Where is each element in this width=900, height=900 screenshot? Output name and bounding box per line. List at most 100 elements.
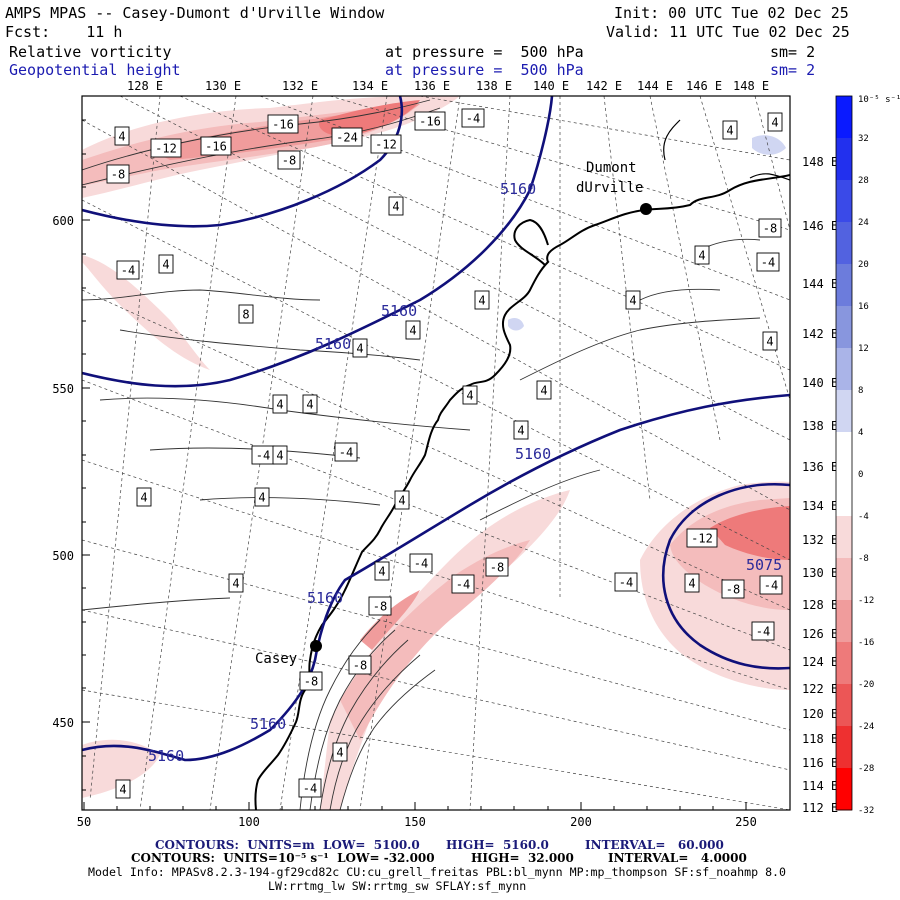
vorticity-label-text: -4 xyxy=(414,557,428,571)
x-label-200: 200 xyxy=(570,815,592,829)
vorticity-contour-label: 4 xyxy=(272,445,288,465)
vorticity-contour-label: 4 xyxy=(254,487,270,507)
geopotential-contours xyxy=(82,96,790,762)
colorbar-level-label: 20 xyxy=(858,260,869,270)
colorbar-swatch xyxy=(836,180,852,223)
lon-right-116e: 116 E xyxy=(802,756,838,770)
vorticity-label-text: -8 xyxy=(282,154,296,168)
vorticity-contour-label: 4 xyxy=(767,112,783,132)
vorticity-label-text: 4 xyxy=(140,491,147,505)
colorbar-unit: 10⁻⁵ s⁻¹ xyxy=(858,95,900,105)
colorbar-swatch xyxy=(836,642,852,685)
colorbar-swatch xyxy=(836,222,852,265)
vorticity-label-text: 4 xyxy=(356,342,363,356)
footer-vort-contours-c: INTERVAL= 4.0000 xyxy=(608,851,747,865)
vorticity-contour-label: 4 xyxy=(762,331,778,351)
vorticity-label-text: -16 xyxy=(419,115,441,129)
height-labels: 5160 5160 5160 5160 5160 5160 5160 5075 xyxy=(148,180,782,765)
vorticity-contour-label: -16 xyxy=(414,111,446,131)
y-label-550: 550 xyxy=(52,382,74,396)
vorticity-label-text: -4 xyxy=(466,112,480,126)
colorbar-level-label: 24 xyxy=(858,218,869,228)
vorticity-contour-label: -12 xyxy=(150,138,182,158)
vorticity-label-text: -4 xyxy=(756,625,770,639)
vorticity-contour-label: -4 xyxy=(251,445,275,465)
height-label: 5160 xyxy=(381,302,417,320)
vorticity-label-text: 4 xyxy=(698,249,705,263)
vorticity-contour-label: 4 xyxy=(513,420,529,440)
vorticity-label-text: 4 xyxy=(540,384,547,398)
colorbar-level-label: 16 xyxy=(858,302,869,312)
vorticity-label-text: 4 xyxy=(232,577,239,591)
colorbar: 32 28 24 20 16 12 8 4 0 -4 -8 -12 -16 -20 -24 -28 -32 xyxy=(835,95,874,816)
vorticity-label-text: 4 xyxy=(688,577,695,591)
vorticity-label-text: -8 xyxy=(490,561,504,575)
vort-patch-bottom-left xyxy=(82,739,160,798)
vorticity-contour-label: -8 xyxy=(106,164,130,184)
colorbar-swatch xyxy=(836,558,852,601)
dumont-label-line2: dUrville xyxy=(576,180,643,196)
vorticity-contour-label: 4 xyxy=(352,338,368,358)
vorticity-label-text: 4 xyxy=(378,565,385,579)
vorticity-contour-label: 4 xyxy=(625,290,641,310)
vorticity-label-text: 4 xyxy=(336,746,343,760)
vorticity-label-text: -8 xyxy=(111,168,125,182)
colorbar-swatch xyxy=(836,768,852,811)
vorticity-label-text: -4 xyxy=(121,264,135,278)
vorticity-contour-label: 4 xyxy=(722,120,738,140)
vorticity-contour-label: 4 xyxy=(136,487,152,507)
coastline-islands xyxy=(663,119,790,181)
lon-top-128e: 128 E xyxy=(127,79,163,93)
y-label-450: 450 xyxy=(52,716,74,730)
vorticity-label-text: -8 xyxy=(304,675,318,689)
vorticity-label-text: 4 xyxy=(726,124,733,138)
vorticity-contour-label: -24 xyxy=(331,127,363,147)
colorbar-swatch xyxy=(836,726,852,769)
vorticity-contour-label: -8 xyxy=(277,150,301,170)
lon-top-142e: 142 E xyxy=(586,79,622,93)
vorticity-label-text: -12 xyxy=(691,532,713,546)
lon-top-138e: 138 E xyxy=(476,79,512,93)
colorbar-level-label: 4 xyxy=(858,428,863,438)
vorticity-contour-label: 4 xyxy=(374,561,390,581)
vort-streak-left xyxy=(82,255,210,370)
bottom-axis-ticks xyxy=(83,802,747,810)
vorticity-contour-label: -8 xyxy=(368,596,392,616)
field1-name: Relative vorticity xyxy=(9,43,172,61)
vorticity-contour-label: -8 xyxy=(485,557,509,577)
vorticity-label-text: -12 xyxy=(155,142,177,156)
right-longitude-labels: 148 E 146 E 144 E 142 E 140 E 138 E 136 … xyxy=(802,155,838,815)
vorticity-contour-label: -16 xyxy=(267,114,299,134)
vort-band-diagonal-light xyxy=(320,490,570,810)
colorbar-level-label: -32 xyxy=(858,806,874,816)
vorticity-label-text: -4 xyxy=(256,449,270,463)
vorticity-label-text: -8 xyxy=(763,222,777,236)
forecast-hour: Fcst: 11 h xyxy=(5,23,123,41)
place-labels: Dumont dUrville Casey xyxy=(255,160,643,667)
vorticity-label-text: -16 xyxy=(205,140,227,154)
vorticity-label-text: 4 xyxy=(409,324,416,338)
colorbar-swatch xyxy=(836,516,852,559)
lon-top-148e: 148 E xyxy=(733,79,769,93)
colorbar-level-label: 0 xyxy=(858,470,863,480)
colorbar-level-label: -28 xyxy=(858,764,874,774)
vorticity-contour-label: 4 xyxy=(405,320,421,340)
dumont-durville-marker xyxy=(640,203,652,215)
vorticity-contour-label: -4 xyxy=(759,575,783,595)
valid-time: Valid: 11 UTC Tue 02 Dec 25 xyxy=(606,23,850,41)
colorbar-level-label: 28 xyxy=(858,176,869,186)
field1-smoothing: sm= 2 xyxy=(770,43,816,61)
vorticity-contour-label: -12 xyxy=(686,528,718,548)
vorticity-contour-label: -8 xyxy=(348,655,372,675)
lon-top-132e: 132 E xyxy=(282,79,318,93)
vorticity-contour-label: 4 xyxy=(115,779,131,799)
footer-vort-contours-a: CONTOURS: UNITS=10⁻⁵ s⁻¹ LOW= -32.000 xyxy=(131,851,435,865)
vorticity-contour-label: 4 xyxy=(462,385,478,405)
lon-right-126e: 126 E xyxy=(802,627,838,641)
vorticity-label-text: -16 xyxy=(272,118,294,132)
vorticity-label-text: 4 xyxy=(478,294,485,308)
vorticity-contour-label: -8 xyxy=(721,579,745,599)
lon-right-140e: 140 E xyxy=(802,376,838,390)
lon-right-118e: 118 E xyxy=(802,732,838,746)
